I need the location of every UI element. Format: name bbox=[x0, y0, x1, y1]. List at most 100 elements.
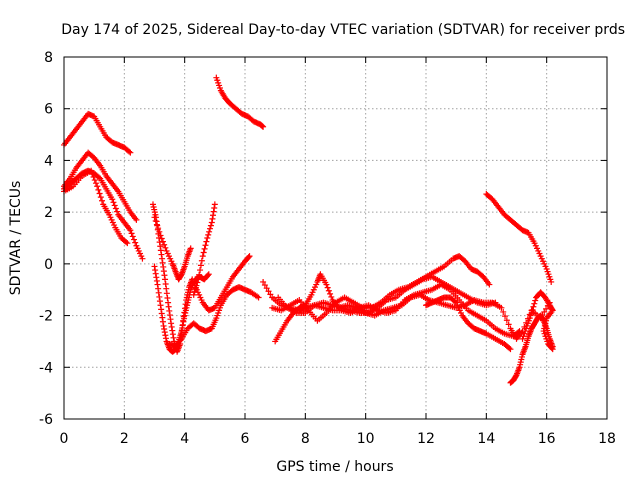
data-point-marker bbox=[160, 268, 167, 275]
data-point-marker bbox=[532, 297, 539, 304]
data-point-marker bbox=[128, 230, 135, 237]
data-point-marker bbox=[159, 259, 166, 266]
data-point-marker bbox=[260, 123, 267, 130]
data-point-marker bbox=[162, 276, 169, 283]
data-point-marker bbox=[265, 288, 272, 295]
y-tick-label: 8 bbox=[44, 50, 53, 66]
data-point-marker bbox=[159, 255, 166, 262]
data-point-marker bbox=[91, 177, 98, 184]
data-point-marker bbox=[263, 285, 270, 292]
series-track-i bbox=[190, 201, 218, 298]
plot-frame bbox=[63, 56, 608, 420]
data-point-marker bbox=[132, 239, 139, 246]
data-point-marker bbox=[109, 196, 116, 203]
data-point-marker bbox=[492, 299, 499, 306]
data-point-marker bbox=[127, 227, 134, 234]
y-axis-label: SDTVAR / TECUs bbox=[8, 181, 24, 296]
data-point-marker bbox=[179, 324, 186, 331]
data-point-marker bbox=[158, 306, 165, 313]
data-point-marker bbox=[161, 241, 168, 248]
y-tick-label: 0 bbox=[44, 257, 53, 273]
data-point-marker bbox=[505, 321, 512, 328]
data-point-marker bbox=[169, 327, 176, 334]
data-point-marker bbox=[207, 222, 214, 229]
data-point-marker bbox=[156, 293, 163, 300]
data-point-marker bbox=[190, 291, 197, 298]
data-point-marker bbox=[95, 186, 102, 193]
data-point-marker bbox=[111, 202, 118, 209]
x-tick-label: 18 bbox=[598, 431, 616, 447]
data-point-marker bbox=[197, 262, 204, 269]
data-point-marker bbox=[114, 208, 121, 215]
data-point-marker bbox=[92, 180, 99, 187]
data-point-marker bbox=[195, 276, 202, 283]
y-tick-label: -6 bbox=[39, 412, 53, 428]
data-point-marker bbox=[152, 267, 159, 274]
data-point-marker bbox=[112, 205, 119, 212]
data-point-marker bbox=[94, 183, 101, 190]
data-point-marker bbox=[207, 225, 214, 232]
x-axis-label: GPS time / hours bbox=[276, 459, 393, 475]
data-marks bbox=[61, 74, 556, 386]
data-point-marker bbox=[162, 332, 169, 339]
data-point-marker bbox=[160, 322, 167, 329]
data-point-marker bbox=[151, 214, 158, 221]
data-point-marker bbox=[503, 317, 510, 324]
data-point-marker bbox=[158, 310, 165, 317]
data-point-marker bbox=[170, 334, 177, 341]
x-tick-label: 0 bbox=[60, 431, 69, 447]
data-point-marker bbox=[158, 251, 165, 258]
data-point-marker bbox=[157, 243, 164, 250]
data-point-marker bbox=[451, 298, 458, 305]
data-point-marker bbox=[506, 345, 513, 352]
data-point-marker bbox=[530, 303, 537, 310]
data-point-marker bbox=[543, 305, 550, 312]
data-point-marker bbox=[95, 174, 102, 181]
data-point-marker bbox=[197, 267, 204, 274]
data-point-marker bbox=[502, 313, 509, 320]
data-point-marker bbox=[187, 245, 194, 252]
data-point-marker bbox=[154, 281, 161, 288]
data-point-marker bbox=[500, 308, 507, 315]
data-point-marker bbox=[486, 281, 493, 288]
data-point-marker bbox=[246, 253, 253, 260]
data-point-marker bbox=[161, 329, 168, 336]
data-point-marker bbox=[267, 291, 274, 298]
data-point-marker bbox=[126, 148, 133, 155]
data-point-marker bbox=[199, 253, 206, 260]
data-point-marker bbox=[206, 228, 213, 235]
x-tick-labels: 0 2 4 6 8 10 12 14 16 18 bbox=[60, 431, 616, 447]
data-point-marker bbox=[90, 173, 97, 180]
x-tick-label: 4 bbox=[180, 431, 189, 447]
x-tick-label: 2 bbox=[120, 431, 129, 447]
data-point-marker bbox=[127, 149, 134, 156]
data-point-marker bbox=[162, 244, 169, 251]
data-point-marker bbox=[192, 285, 199, 292]
data-point-marker bbox=[161, 326, 168, 333]
data-point-marker bbox=[196, 271, 203, 278]
data-point-marker bbox=[548, 278, 555, 285]
x-tick-label: 14 bbox=[477, 431, 495, 447]
data-point-marker bbox=[211, 201, 218, 208]
data-point-marker bbox=[327, 290, 334, 297]
series-track-h bbox=[166, 284, 262, 350]
grid-lines bbox=[64, 57, 607, 419]
data-point-marker bbox=[163, 290, 170, 297]
series-track-j bbox=[213, 74, 267, 130]
data-point-marker bbox=[328, 293, 335, 300]
series-track-d bbox=[61, 167, 131, 247]
data-point-marker bbox=[153, 221, 160, 228]
data-point-marker bbox=[139, 255, 146, 262]
data-point-marker bbox=[198, 257, 205, 264]
data-point-marker bbox=[164, 294, 171, 301]
data-point-marker bbox=[180, 318, 187, 325]
data-point-marker bbox=[155, 285, 162, 292]
data-point-marker bbox=[169, 331, 176, 338]
data-point-marker bbox=[153, 274, 160, 281]
data-point-marker bbox=[133, 216, 140, 223]
series-track-o bbox=[423, 294, 514, 353]
data-point-marker bbox=[528, 309, 535, 316]
data-point-marker bbox=[260, 278, 267, 285]
chart-title: Day 174 of 2025, Sidereal Day-to-day VTE… bbox=[61, 22, 625, 38]
data-point-marker bbox=[166, 312, 173, 319]
